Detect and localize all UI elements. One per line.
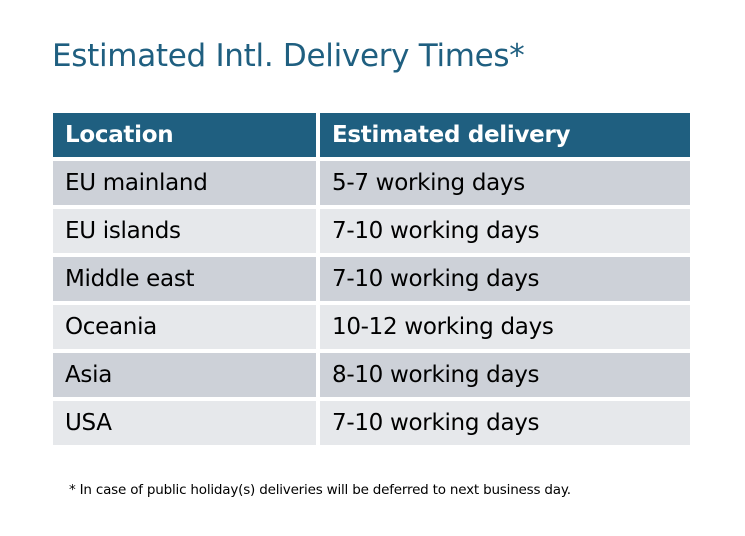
- column-header-location: Location: [53, 113, 316, 157]
- table-row: Middle east 7-10 working days: [53, 257, 690, 301]
- delivery-cell: 8-10 working days: [320, 353, 690, 397]
- column-header-estimated-delivery: Estimated delivery: [320, 113, 690, 157]
- table-row: EU mainland 5-7 working days: [53, 161, 690, 205]
- delivery-cell: 5-7 working days: [320, 161, 690, 205]
- table-row: EU islands 7-10 working days: [53, 209, 690, 253]
- location-cell: USA: [53, 401, 316, 445]
- delivery-cell: 10-12 working days: [320, 305, 690, 349]
- table-row: Oceania 10-12 working days: [53, 305, 690, 349]
- table-row: Asia 8-10 working days: [53, 353, 690, 397]
- delivery-cell: 7-10 working days: [320, 401, 690, 445]
- location-cell: Middle east: [53, 257, 316, 301]
- location-cell: Asia: [53, 353, 316, 397]
- location-cell: EU mainland: [53, 161, 316, 205]
- table-row: USA 7-10 working days: [53, 401, 690, 445]
- footnote: * In case of public holiday(s) deliverie…: [69, 482, 571, 498]
- location-cell: Oceania: [53, 305, 316, 349]
- delivery-cell: 7-10 working days: [320, 257, 690, 301]
- delivery-cell: 7-10 working days: [320, 209, 690, 253]
- table-header-row: Location Estimated delivery: [53, 113, 690, 157]
- location-cell: EU islands: [53, 209, 316, 253]
- delivery-times-table: Location Estimated delivery EU mainland 5…: [49, 109, 694, 449]
- page-title: Estimated Intl. Delivery Times*: [52, 38, 525, 74]
